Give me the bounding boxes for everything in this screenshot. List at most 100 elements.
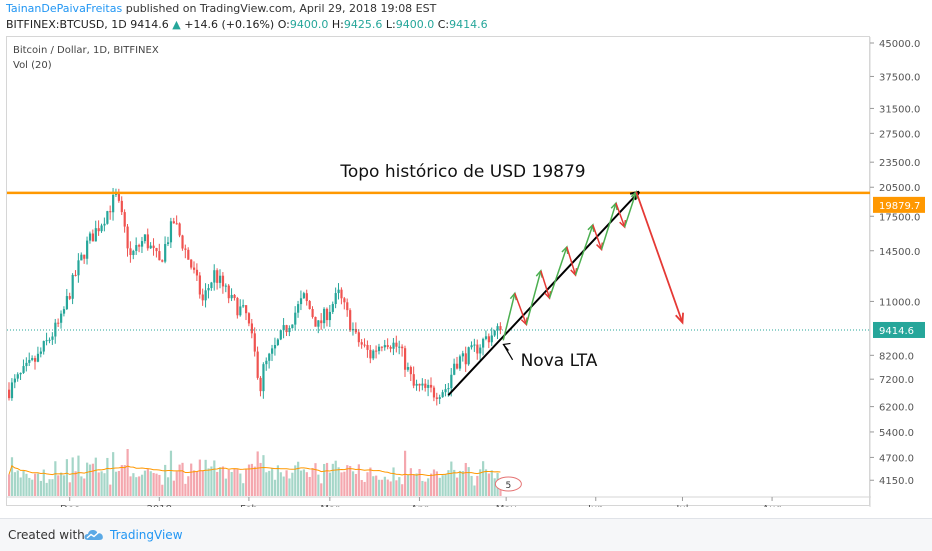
open-label: O: (277, 18, 290, 31)
high-label: H: (331, 18, 344, 31)
y-tick-label: 37500.0 (879, 72, 920, 83)
volume-bar (126, 448, 129, 496)
zigzag-up-arrow (502, 293, 516, 341)
volume-bar (138, 476, 141, 496)
candle-body (392, 342, 395, 349)
candle-body (57, 322, 60, 324)
candle-body (421, 383, 424, 386)
volume-bar (476, 475, 479, 496)
author-link[interactable]: TainanDePaivaFreitas (6, 2, 123, 15)
volume-bar (398, 477, 401, 496)
candle-body (31, 358, 34, 360)
candle-body (346, 302, 349, 311)
candle-body (484, 336, 488, 339)
volume-bar (34, 473, 37, 496)
volume-bar (377, 479, 381, 496)
candle-body (100, 225, 103, 232)
candle-body (499, 326, 502, 330)
zigzag-arrowhead (561, 245, 569, 255)
volume-bar (39, 480, 42, 496)
volume-bar (372, 476, 375, 496)
volume-bar (31, 479, 34, 496)
candle-body (184, 248, 187, 250)
candle-body (412, 374, 415, 386)
volume-bar (265, 472, 268, 496)
y-tick-label: 5400.0 (879, 428, 914, 439)
high-value: 9425.6 (343, 18, 383, 31)
candle-body (343, 298, 346, 303)
candle-body (230, 294, 233, 299)
y-tick-label: 8200.0 (879, 351, 914, 362)
candle-body (74, 274, 77, 276)
candle-body (299, 298, 303, 305)
candle-body (10, 382, 14, 399)
candle-body (149, 245, 152, 249)
volume-bar (16, 470, 19, 496)
zigzag-down-arrow (592, 224, 603, 250)
candle-body (169, 221, 173, 243)
volume-bar (409, 468, 412, 496)
x-tick-label: Feb (240, 504, 258, 507)
candle-body (418, 383, 421, 386)
volume-bar (198, 459, 201, 496)
volume-bar (328, 472, 332, 496)
volume-bar (158, 474, 161, 496)
tradingview-brand[interactable]: TradingView (110, 528, 183, 542)
volume-bar (438, 477, 441, 496)
candle-body (181, 235, 184, 249)
candle-body (224, 285, 227, 287)
volume-bar (227, 469, 230, 496)
lta-pointer-head (502, 342, 511, 351)
volume-bar (166, 477, 170, 496)
volume-bar (60, 472, 63, 496)
candle-body (430, 384, 433, 388)
volume-bar (94, 457, 97, 496)
zigzag-up-arrow (600, 202, 617, 250)
candle-body (325, 308, 329, 321)
volume-bar (117, 470, 121, 496)
volume-bar (395, 480, 398, 496)
volume-bar (187, 476, 190, 496)
volume-bar (464, 462, 467, 496)
volume-bar (447, 470, 450, 496)
candle-body (62, 309, 66, 314)
candle-body (45, 340, 48, 342)
volume-bar (406, 475, 410, 496)
zigzag-up-arrow (623, 191, 637, 228)
volume-bar (80, 476, 83, 496)
last-price: 9414.6 (130, 18, 169, 31)
candle-body (291, 324, 294, 329)
candle-body (164, 244, 167, 262)
volume-bar (337, 467, 340, 496)
x-tick-label: Mar (320, 504, 340, 507)
candle-body (467, 347, 470, 365)
candle-body (415, 383, 418, 386)
volume-bar (386, 479, 389, 496)
zigzag-arrowhead (570, 268, 578, 277)
close-label: C: (437, 18, 450, 31)
candle-body (34, 358, 37, 362)
candle-body (221, 275, 225, 287)
volume-bar (132, 473, 135, 496)
volume-bar (415, 473, 418, 496)
lta-annotation: Nova LTA (521, 351, 598, 371)
candle-body (213, 270, 216, 283)
candle-body (354, 328, 358, 333)
x-tick-label: May (496, 504, 517, 507)
volume-bar (299, 470, 303, 496)
price-chart[interactable]: 45000.0 37500.0 31500.0 27500.0 23500.0 20500… (7, 37, 932, 507)
candle-body (22, 366, 25, 373)
volume-bar (71, 457, 74, 496)
volume-bar (435, 471, 438, 496)
candle-body (496, 326, 499, 331)
volume-bar (366, 472, 369, 496)
volume-bar (346, 465, 349, 496)
volume-bar (28, 477, 31, 496)
volume-bar (86, 462, 89, 496)
volume-bar (36, 473, 40, 496)
volume-bar (490, 470, 493, 496)
volume-bar (161, 484, 164, 496)
volume-bar (242, 483, 245, 496)
chart-pane[interactable]: 45000.0 37500.0 31500.0 27500.0 23500.0 20500… (6, 36, 925, 507)
volume-bar (77, 455, 80, 496)
